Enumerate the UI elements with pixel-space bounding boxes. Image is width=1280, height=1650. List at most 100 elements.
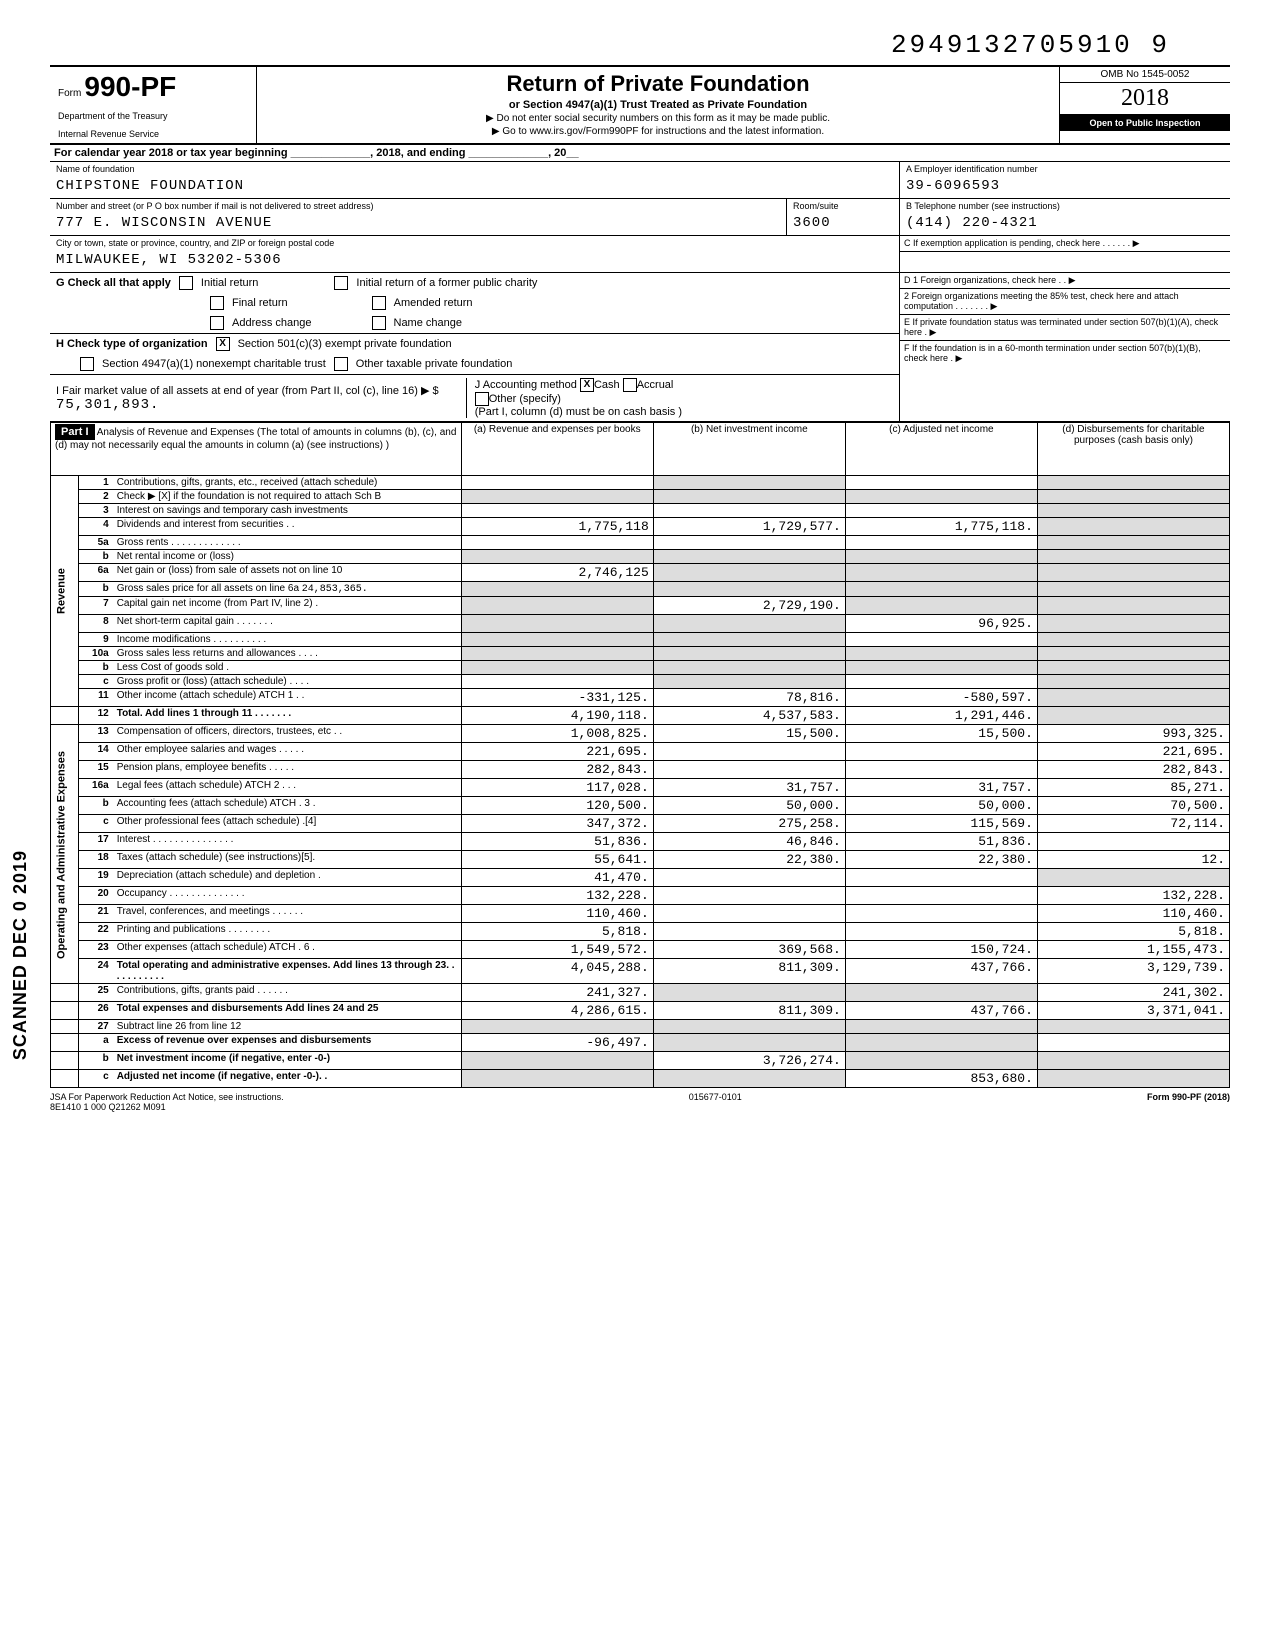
fmv-value: 75,301,893. — [56, 397, 159, 413]
line-16a-a: 117,028. — [461, 779, 653, 797]
line-16b-d: 70,500. — [1037, 797, 1229, 815]
ein-value: 39-6096593 — [906, 178, 1224, 194]
line-24: Total operating and administrative expen… — [113, 959, 462, 984]
line-15: Pension plans, employee benefits . . . .… — [113, 761, 462, 779]
line-11-a: -331,125. — [461, 689, 653, 707]
line-14-d: 221,695. — [1037, 743, 1229, 761]
line-20-d: 132,228. — [1037, 887, 1229, 905]
line-16c-c: 115,569. — [845, 815, 1037, 833]
line-13-b: 15,500. — [653, 725, 845, 743]
initial-return-checkbox[interactable] — [179, 276, 193, 290]
section-i-label: I Fair market value of all assets at end… — [56, 385, 439, 397]
line-11: Other income (attach schedule) ATCH 1 . … — [113, 689, 462, 707]
line-14: Other employee salaries and wages . . . … — [113, 743, 462, 761]
footer-code: 8E1410 1 000 Q21262 M091 — [50, 1102, 166, 1112]
box-d1: D 1 Foreign organizations, check here . … — [900, 273, 1230, 289]
opt-other-method: Other (specify) — [489, 393, 561, 405]
line-17-b: 46,846. — [653, 833, 845, 851]
line-24-c: 437,766. — [845, 959, 1037, 984]
line-5b: Net rental income or (loss) — [113, 550, 462, 564]
ein-label: A Employer identification number — [906, 164, 1224, 174]
line-20: Occupancy . . . . . . . . . . . . . . — [113, 887, 462, 905]
line-16b-c: 50,000. — [845, 797, 1037, 815]
line-16b: Accounting fees (attach schedule) ATCH .… — [113, 797, 462, 815]
line-16a-d: 85,271. — [1037, 779, 1229, 797]
line-21-a: 110,460. — [461, 905, 653, 923]
omb-number: OMB No 1545-0052 — [1060, 67, 1230, 83]
scanned-stamp: SCANNED DEC 0 2019 — [10, 850, 31, 1060]
expenses-section-label: Operating and Administrative Expenses — [51, 725, 79, 984]
line-27c: Adjusted net income (if negative, enter … — [113, 1070, 462, 1088]
city-label: City or town, state or province, country… — [56, 238, 893, 248]
room-value: 3600 — [793, 215, 893, 231]
line-11-c: -580,597. — [845, 689, 1037, 707]
final-return-checkbox[interactable] — [210, 296, 224, 310]
part1-label: Part I — [55, 424, 95, 440]
line-20-a: 132,228. — [461, 887, 653, 905]
part1-title: Analysis of Revenue and Expenses (The to… — [55, 427, 456, 451]
privacy-notice: ▶ Do not enter social security numbers o… — [261, 113, 1055, 124]
form-number: Form 990-PF — [58, 87, 176, 99]
other-method-checkbox[interactable] — [475, 392, 489, 406]
cash-checkbox[interactable]: X — [580, 378, 594, 392]
box-f: F If the foundation is in a 60-month ter… — [900, 341, 1230, 366]
tax-year: 2018 — [1060, 83, 1230, 115]
accrual-checkbox[interactable] — [623, 378, 637, 392]
line-17-a: 51,836. — [461, 833, 653, 851]
former-charity-checkbox[interactable] — [334, 276, 348, 290]
line-24-b: 811,309. — [653, 959, 845, 984]
phone-label: B Telephone number (see instructions) — [906, 201, 1224, 211]
line-18-b: 22,380. — [653, 851, 845, 869]
4947-checkbox[interactable] — [80, 357, 94, 371]
name-change-checkbox[interactable] — [372, 316, 386, 330]
address-change-checkbox[interactable] — [210, 316, 224, 330]
line-13-c: 15,500. — [845, 725, 1037, 743]
line-27a-a: -96,497. — [461, 1034, 653, 1052]
line-6a: Net gain or (loss) from sale of assets n… — [113, 564, 462, 582]
line-25: Contributions, gifts, grants paid . . . … — [113, 984, 462, 1002]
opt-501c3: Section 501(c)(3) exempt private foundat… — [238, 338, 452, 350]
other-taxable-checkbox[interactable] — [334, 357, 348, 371]
line-17-c: 51,836. — [845, 833, 1037, 851]
public-inspection: Open to Public Inspection — [1060, 115, 1230, 131]
form-header: Form 990-PF Department of the Treasury I… — [50, 65, 1230, 145]
opt-address: Address change — [232, 317, 312, 329]
box-e: E If private foundation status was termi… — [900, 315, 1230, 341]
section-g: G Check all that apply Initial return In… — [50, 273, 899, 293]
opt-accrual: Accrual — [637, 379, 674, 391]
line-10a: Gross sales less returns and allowances … — [113, 647, 462, 661]
line-19: Depreciation (attach schedule) and deple… — [113, 869, 462, 887]
room-label: Room/suite — [793, 201, 893, 211]
opt-former: Initial return of a former public charit… — [356, 277, 537, 289]
line-25-d: 241,302. — [1037, 984, 1229, 1002]
line-18-a: 55,641. — [461, 851, 653, 869]
name-label: Name of foundation — [56, 164, 893, 174]
opt-amended: Amended return — [394, 297, 473, 309]
line-8-c: 96,925. — [845, 615, 1037, 633]
line-13-d: 993,325. — [1037, 725, 1229, 743]
line-4-b: 1,729,577. — [653, 518, 845, 536]
501c3-checkbox[interactable]: X — [216, 337, 230, 351]
box-d2: 2 Foreign organizations meeting the 85% … — [900, 289, 1230, 315]
form-title: Return of Private Foundation — [261, 71, 1055, 97]
line-23-b: 369,568. — [653, 941, 845, 959]
amended-checkbox[interactable] — [372, 296, 386, 310]
line-12-c: 1,291,446. — [845, 707, 1037, 725]
section-h: H Check type of organization XSection 50… — [50, 333, 899, 354]
line-16a: Legal fees (attach schedule) ATCH 2 . . … — [113, 779, 462, 797]
department-line1: Department of the Treasury — [58, 111, 248, 121]
col-b-header: (b) Net investment income — [653, 423, 845, 476]
line-8: Net short-term capital gain . . . . . . … — [113, 615, 462, 633]
section-g-label: G Check all that apply — [56, 277, 171, 289]
opt-final: Final return — [232, 297, 288, 309]
line-16a-b: 31,757. — [653, 779, 845, 797]
line-15-a: 282,843. — [461, 761, 653, 779]
opt-cash: Cash — [594, 379, 620, 391]
line-22-a: 5,818. — [461, 923, 653, 941]
line-17: Interest . . . . . . . . . . . . . . . — [113, 833, 462, 851]
line-18-d: 12. — [1037, 851, 1229, 869]
line-23-c: 150,724. — [845, 941, 1037, 959]
footer-left: JSA For Paperwork Reduction Act Notice, … — [50, 1092, 284, 1102]
address-label: Number and street (or P O box number if … — [56, 201, 893, 211]
line-16b-a: 120,500. — [461, 797, 653, 815]
